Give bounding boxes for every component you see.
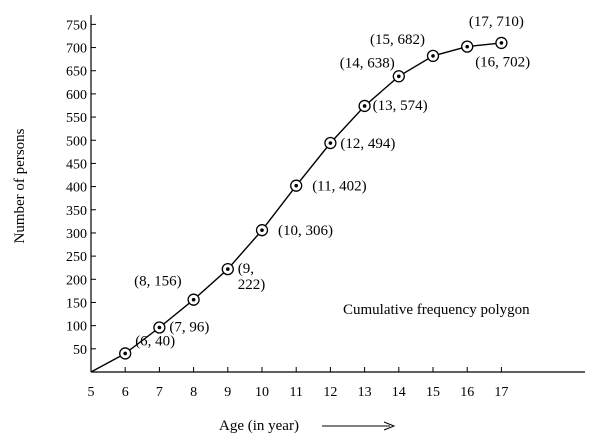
x-tick-label: 15	[426, 385, 440, 400]
data-point-dot	[362, 104, 367, 108]
point-labels: (6, 40)(7, 96) (8, 156) (9, 222) (10, 306) (1…	[134, 14, 530, 350]
y-tick-label: 100	[66, 320, 87, 335]
data-point	[187, 293, 200, 306]
data-point	[426, 49, 440, 63]
data-point-dot	[191, 297, 196, 302]
point-label: (8, 156)	[134, 274, 182, 290]
y-tick-label: 450	[66, 157, 87, 172]
data-point	[221, 262, 234, 276]
point-label-line: 222)	[238, 277, 265, 293]
y-tick-label: 650	[66, 65, 87, 80]
data-point-dot	[397, 74, 401, 79]
data-point	[324, 136, 337, 150]
y-tick-label: 350	[66, 204, 87, 219]
x-tick-label: 8	[190, 385, 197, 400]
y-tick-label: 700	[66, 42, 87, 57]
point-markers	[119, 36, 508, 360]
y-tick-label: 250	[66, 250, 87, 265]
data-point	[392, 70, 405, 83]
data-point-dot	[123, 351, 127, 356]
x-tick-label: 10	[255, 385, 269, 400]
data-point-dot	[226, 267, 230, 271]
point-label: (16, 702)	[475, 55, 530, 71]
x-axis-title-arrow-head	[383, 421, 396, 431]
y-tick-label: 300	[66, 227, 87, 242]
point-label: (9, 222)	[238, 261, 265, 293]
data-point	[461, 40, 474, 53]
data-point-dot	[157, 325, 162, 330]
y-tick-label: 600	[66, 88, 87, 103]
y-tick-label: 400	[66, 181, 87, 196]
x-tick-label: 11	[289, 385, 302, 400]
polygon-annotation: Cumulative frequency polygon	[343, 302, 530, 318]
data-point	[119, 347, 132, 360]
x-tick-label: 17	[494, 385, 508, 400]
x-tick-label: 12	[323, 385, 337, 400]
y-tick-label: 200	[66, 273, 87, 288]
x-axis-title: Age (in year)	[219, 418, 299, 434]
y-tick-label: 500	[66, 134, 87, 149]
data-point-dot	[465, 44, 470, 49]
y-tick-label: 550	[66, 111, 87, 126]
data-point-dot	[294, 183, 299, 188]
y-ticks: 50 100 150 200 250 300 350 400 450 500 550 600 650 70…	[66, 18, 96, 358]
point-label: (13, 574)	[373, 98, 428, 114]
x-tick-label: 6	[122, 385, 129, 400]
x-tick-label: 7	[156, 385, 163, 400]
y-axis-title: Number of persons	[12, 128, 28, 243]
y-tick-label: 150	[66, 296, 87, 311]
point-label: (17, 710)	[469, 14, 524, 30]
x-tick-label: 9	[224, 385, 231, 400]
data-point-dot	[328, 141, 333, 145]
data-point	[255, 224, 269, 237]
x-tick-label: 16	[460, 385, 474, 400]
point-label: (15, 682)	[370, 32, 425, 48]
data-point-dot	[499, 41, 504, 45]
point-label-line: (9,	[238, 261, 254, 277]
x-tick-label: 13	[358, 385, 372, 400]
point-label: (14, 638)	[340, 55, 395, 71]
x-axis-title-group: Age (in year)	[219, 418, 396, 434]
x-ticks: 5 6 7 8 9 10 11 12 13 14 15 16 17	[88, 367, 508, 400]
axes	[90, 15, 585, 373]
y-tick-label: 750	[66, 18, 87, 33]
data-point	[495, 36, 508, 50]
data-point	[153, 321, 166, 334]
point-label: (6, 40)	[135, 333, 175, 349]
x-tick-label: 5	[88, 385, 95, 400]
point-label: (7, 96)	[169, 320, 209, 336]
data-point-dot	[260, 228, 264, 232]
y-tick-label: 50	[73, 343, 87, 358]
data-point-dot	[431, 54, 435, 58]
x-tick-label: 14	[392, 385, 406, 400]
point-label: (10, 306)	[278, 223, 333, 239]
data-point	[290, 179, 303, 192]
point-label: (12, 494)	[340, 136, 395, 152]
point-label: (11, 402)	[312, 179, 366, 195]
data-point	[358, 99, 371, 113]
series-line	[90, 42, 502, 373]
